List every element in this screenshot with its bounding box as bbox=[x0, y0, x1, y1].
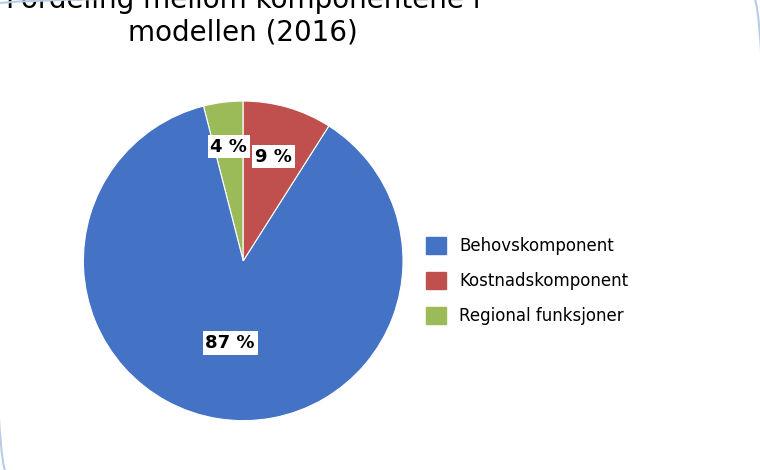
Wedge shape bbox=[243, 101, 329, 261]
Text: 9 %: 9 % bbox=[255, 148, 292, 165]
Wedge shape bbox=[84, 106, 403, 421]
Title: Fordeling mellom komponentene i
modellen (2016): Fordeling mellom komponentene i modellen… bbox=[6, 0, 480, 46]
Wedge shape bbox=[204, 101, 243, 261]
Text: 4 %: 4 % bbox=[211, 138, 247, 156]
Text: 87 %: 87 % bbox=[205, 334, 255, 352]
Legend: Behovskomponent, Kostnadskomponent, Regional funksjoner: Behovskomponent, Kostnadskomponent, Regi… bbox=[420, 230, 635, 331]
